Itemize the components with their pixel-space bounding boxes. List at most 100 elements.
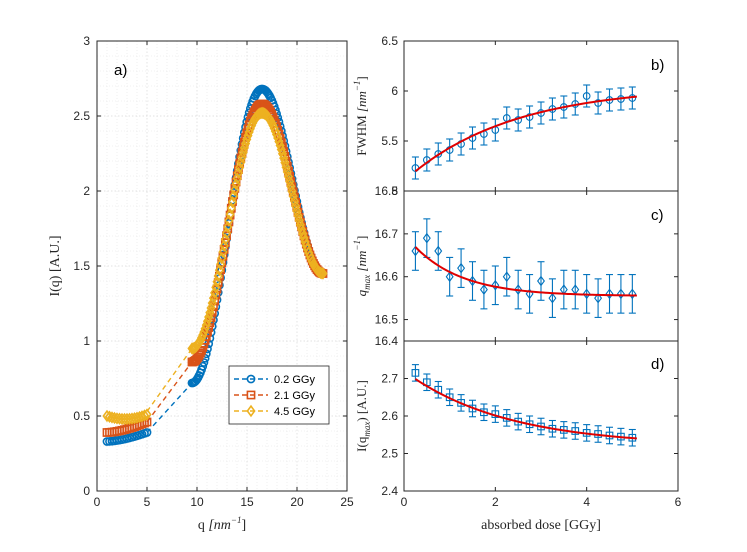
data-marker bbox=[293, 209, 303, 222]
legend-label: 2.1 GGy bbox=[274, 390, 315, 402]
panel-c: 16.5 16.6 16.7 16.8 c) qmax [nm−1] bbox=[352, 184, 679, 342]
panel-c-ylabel-name: q bbox=[354, 289, 369, 296]
data-marker bbox=[223, 220, 233, 234]
panel-d-axes-box bbox=[403, 340, 679, 492]
panel-d-plot bbox=[411, 364, 637, 447]
data-point bbox=[411, 231, 420, 271]
data-marker bbox=[102, 409, 112, 423]
panel-a-x-tick-label: 10 bbox=[190, 495, 204, 509]
panel-b-ylabel-name: FWHM bbox=[354, 115, 369, 156]
data-marker bbox=[594, 292, 603, 304]
fit-curve bbox=[414, 378, 637, 440]
data-marker bbox=[318, 267, 328, 280]
panel-d-top-tick-label: 16.4 bbox=[375, 334, 399, 348]
data-marker bbox=[104, 410, 115, 423]
panel-c-ylabel-close: ] bbox=[354, 236, 369, 240]
data-point bbox=[422, 218, 431, 258]
data-marker bbox=[142, 428, 152, 437]
legend-label: 0.2 GGy bbox=[274, 374, 315, 386]
y-tick-label: 16.5 bbox=[375, 313, 399, 327]
panel-a-y-tick-label: 1.5 bbox=[73, 259, 90, 273]
data-marker bbox=[195, 348, 205, 358]
data-point bbox=[514, 108, 523, 132]
series-gap-line bbox=[146, 361, 193, 423]
panel-d-ylabel-close: ) [A.U.] bbox=[354, 380, 369, 422]
data-marker bbox=[275, 139, 285, 152]
data-marker bbox=[285, 175, 295, 188]
panel-a-x-tick-label: 5 bbox=[144, 495, 151, 509]
panel-b-ticks: 5 5.5 6 6.5 bbox=[381, 34, 679, 198]
data-marker bbox=[605, 288, 614, 300]
data-marker bbox=[422, 232, 431, 244]
panel-a-x-tick-label: 20 bbox=[290, 495, 304, 509]
legend-entry: 2.1 GGy bbox=[234, 390, 315, 402]
y-tick-label: 16.6 bbox=[375, 270, 399, 284]
data-marker bbox=[279, 151, 289, 165]
series-gap-line bbox=[146, 348, 193, 412]
data-marker bbox=[411, 369, 420, 377]
panel-d-xlabel: absorbed dose [GGy] bbox=[481, 518, 601, 533]
data-marker bbox=[434, 150, 443, 158]
data-point bbox=[457, 132, 465, 156]
panel-a: 0 5 10 15 20 25 0 0.5 1 1.5 2 2.5 3 a) I(q) [A.U.] q… bbox=[48, 34, 354, 533]
data-marker bbox=[582, 92, 591, 100]
data-marker bbox=[594, 99, 602, 107]
data-point bbox=[457, 394, 465, 412]
data-marker bbox=[277, 147, 288, 160]
data-point bbox=[457, 248, 466, 288]
data-marker bbox=[295, 218, 305, 232]
panel-a-x-tick-label: 0 bbox=[94, 495, 101, 509]
panel-a-legend: 0.2 GGy 2.1 GGy 4.5 GGy bbox=[228, 365, 330, 425]
data-marker bbox=[457, 262, 466, 274]
panel-b-ylabel-close: ] bbox=[354, 76, 369, 80]
y-tick-label: 2.5 bbox=[381, 447, 398, 461]
panel-c-plot bbox=[411, 218, 637, 318]
panel-a-xlabel: q [nm−1] bbox=[198, 515, 246, 533]
data-point bbox=[537, 261, 545, 301]
panel-d-x-tick-label: 4 bbox=[583, 495, 590, 509]
y-tick-label: 16.8 bbox=[375, 184, 399, 198]
data-marker bbox=[291, 199, 301, 213]
panel-a-x-tick-label: 15 bbox=[240, 495, 254, 509]
data-marker bbox=[221, 226, 232, 240]
y-tick-label: 5.5 bbox=[381, 134, 398, 148]
series-4-5-GGy bbox=[102, 106, 328, 426]
panel-b-ylabel: FWHM [nm−1] bbox=[352, 76, 369, 156]
data-marker bbox=[292, 204, 302, 218]
panel-d-x-tick-label: 2 bbox=[492, 495, 499, 509]
data-marker bbox=[224, 214, 234, 227]
panel-c-ylabel-exp: −1 bbox=[352, 240, 362, 251]
panel-c-ylabel: qmax [nm−1] bbox=[352, 236, 372, 297]
y-tick-label: 5 bbox=[391, 184, 398, 198]
y-tick-label: 16.7 bbox=[375, 227, 399, 241]
data-marker bbox=[288, 190, 298, 203]
y-tick-label: 6 bbox=[391, 84, 398, 98]
data-marker bbox=[219, 239, 229, 252]
data-marker bbox=[280, 156, 290, 169]
data-point bbox=[616, 274, 625, 314]
panel-c-ylabel-unit: [nm bbox=[354, 251, 369, 272]
data-marker bbox=[502, 271, 511, 283]
data-point bbox=[491, 118, 500, 142]
panel-d-label: d) bbox=[651, 356, 664, 373]
data-marker bbox=[282, 165, 292, 179]
data-point bbox=[434, 380, 443, 399]
data-marker bbox=[537, 275, 545, 287]
data-point bbox=[594, 91, 602, 115]
data-marker bbox=[218, 245, 228, 259]
panel-d-x-tick-label: 0 bbox=[401, 495, 408, 509]
panel-a-plot bbox=[102, 84, 328, 446]
panel-d: 0 2 4 62.42.52.62.7 16.4 d) I(qmax) [A.U.] … bbox=[354, 334, 682, 533]
data-point bbox=[525, 105, 534, 129]
panel-a-y-tick-label: 2.5 bbox=[73, 109, 90, 123]
data-marker bbox=[434, 245, 443, 257]
series-gap-line bbox=[146, 382, 193, 433]
panel-a-y-tick-label: 0.5 bbox=[73, 409, 90, 423]
data-marker bbox=[276, 143, 286, 156]
y-tick-label: 2.4 bbox=[381, 484, 398, 498]
panel-b-label: b) bbox=[651, 57, 664, 74]
panel-b: 5 5.5 6 6.5 b) FWHM [nm−1] bbox=[352, 34, 679, 198]
data-point bbox=[559, 269, 568, 310]
data-marker bbox=[514, 284, 523, 295]
panel-a-label: a) bbox=[114, 62, 127, 79]
